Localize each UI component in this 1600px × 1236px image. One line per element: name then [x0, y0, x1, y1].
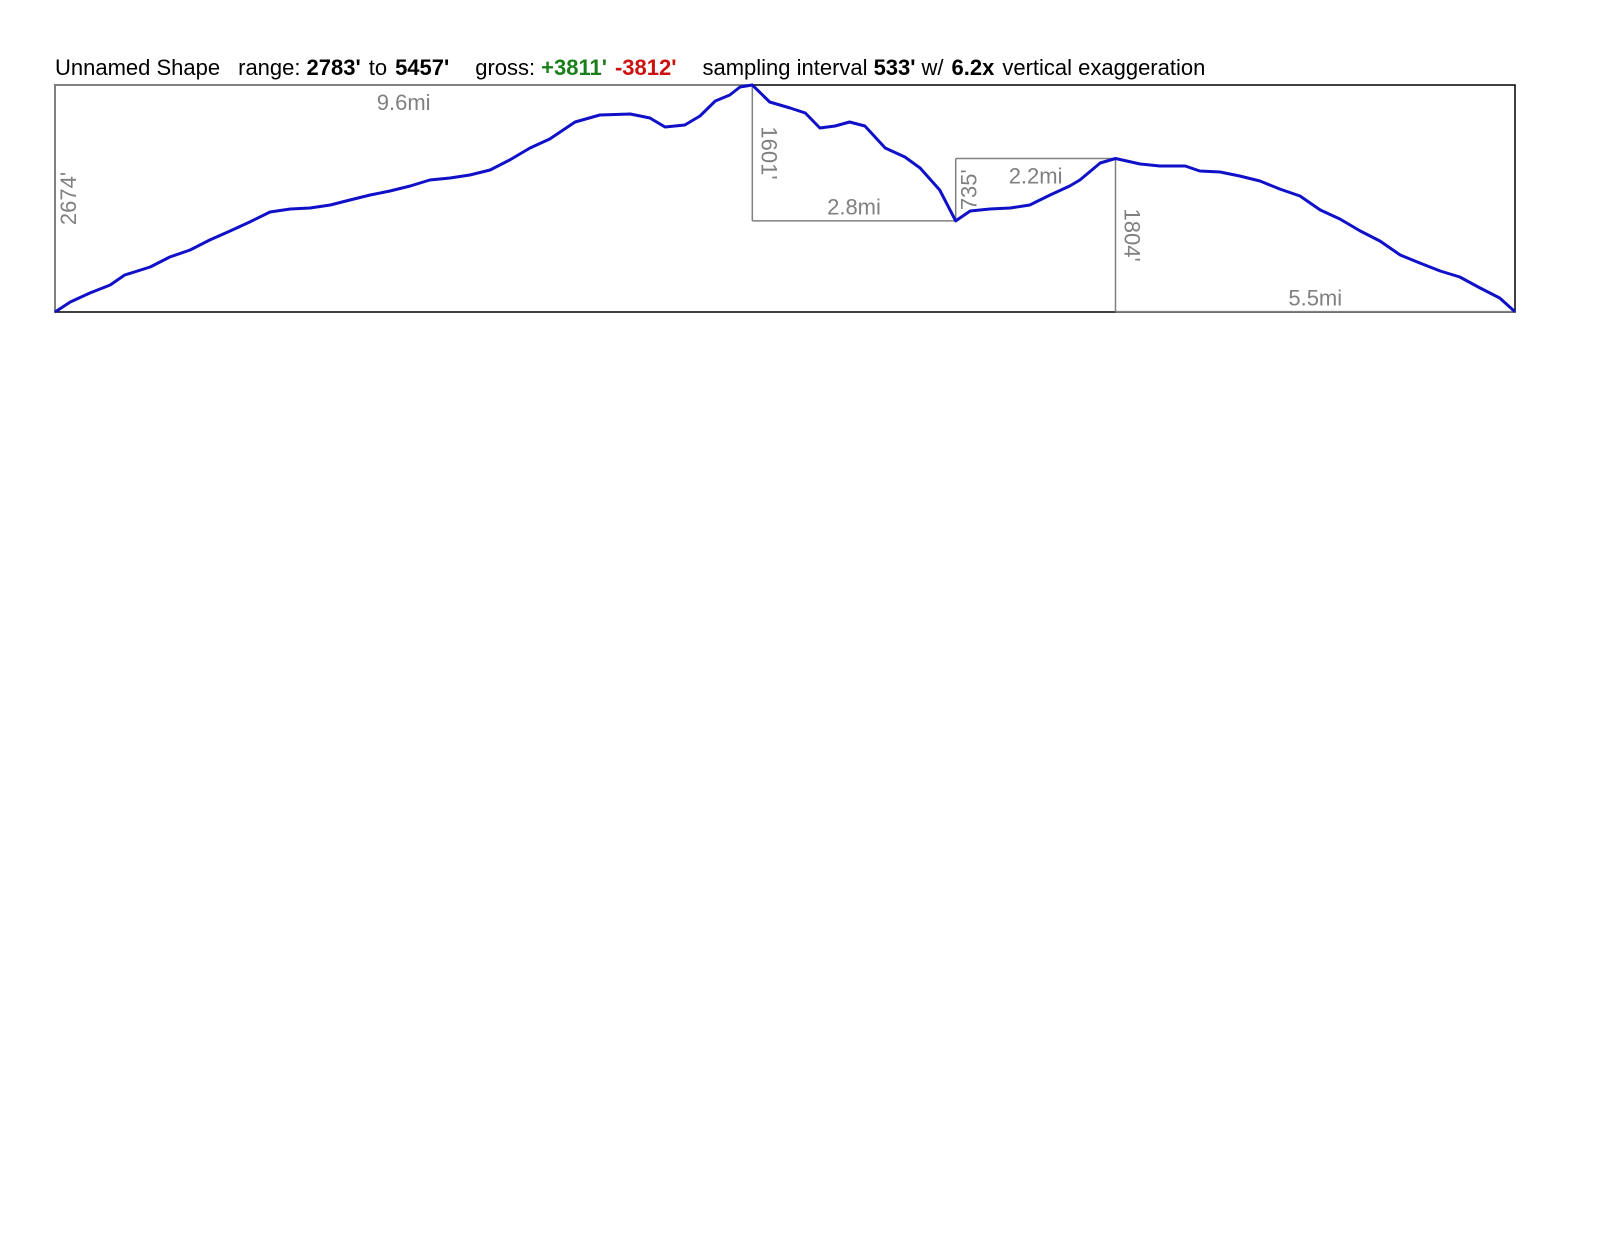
header-part: gross: [475, 55, 535, 80]
distance-label: 2.2mi [1009, 163, 1063, 188]
climb-label: 735' [957, 169, 982, 210]
header-part: 2783' [307, 55, 361, 80]
climb-label: 1601' [757, 126, 782, 179]
distance-label: 5.5mi [1288, 285, 1342, 310]
distance-label: 9.6mi [377, 90, 431, 115]
header-part: w/ [921, 55, 945, 80]
plot-frame [54, 84, 1516, 313]
header-part: Unnamed Shape [55, 55, 220, 80]
climb-label: 2674' [56, 172, 81, 225]
header-part: range: [238, 55, 300, 80]
header-part: +3811' [541, 55, 607, 80]
header-part: to [369, 55, 387, 80]
elevation-line [54, 83, 1517, 314]
climb-label: 1804' [1120, 209, 1145, 262]
header-part: 6.2x [952, 55, 996, 80]
header-part: vertical exaggeration [1002, 55, 1205, 80]
header-part: 533' [874, 55, 916, 80]
header-part: sampling interval [702, 55, 867, 80]
header: Unnamed Shape range: 2783' to 5457' gross: +38… [55, 55, 1205, 80]
distance-label: 2.8mi [827, 195, 881, 220]
header-part: -3812' [615, 55, 677, 80]
header-part: 5457' [395, 55, 449, 80]
